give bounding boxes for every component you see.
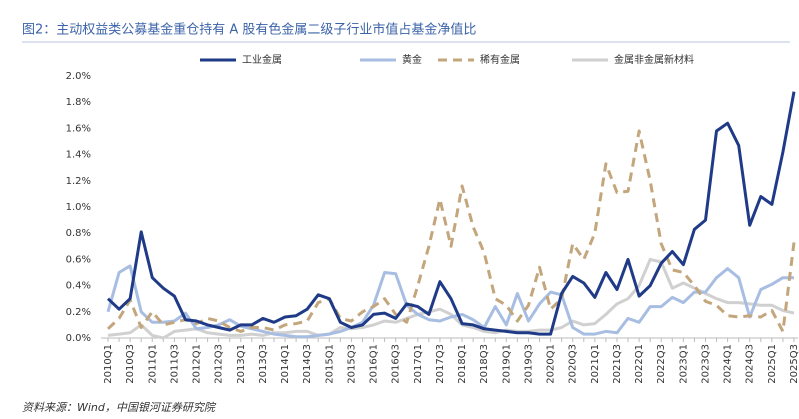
y-tick-label: 0.0% — [66, 333, 91, 344]
x-tick-label: 2022Q1 — [634, 344, 645, 384]
x-tick-label: 2023Q1 — [678, 344, 689, 384]
x-tick-label: 2015Q3 — [346, 344, 357, 384]
series-line — [106, 129, 796, 333]
y-tick-label: 0.6% — [66, 254, 91, 265]
x-tick-label: 2010Q1 — [103, 344, 114, 384]
y-tick-label: 1.0% — [66, 202, 91, 213]
x-tick-label: 2016Q1 — [369, 344, 380, 384]
x-tick-label: 2024Q1 — [723, 344, 734, 384]
x-tick-label: 2021Q3 — [612, 344, 623, 384]
x-tick-label: 2015Q1 — [324, 344, 335, 384]
chart-title: 图2：主动权益类公募基金重仓持有 A 股有色金属二级子行业市值占基金净值比 — [22, 22, 476, 38]
y-tick-label: 1.6% — [66, 123, 91, 134]
y-tick-label: 0.4% — [66, 281, 91, 292]
series-line — [107, 257, 795, 340]
x-tick-label: 2014Q1 — [280, 344, 291, 384]
series-line — [106, 264, 794, 339]
x-tick-label: 2013Q3 — [258, 344, 269, 384]
y-tick-label: 1.2% — [66, 176, 91, 187]
x-tick-label: 2017Q3 — [435, 344, 446, 384]
x-tick-label: 2020Q1 — [546, 344, 557, 384]
x-tick-label: 2012Q1 — [192, 344, 203, 384]
x-tick-label: 2013Q1 — [236, 344, 247, 384]
x-tick-label: 2019Q1 — [501, 344, 512, 384]
x-tick-label: 2022Q3 — [656, 344, 667, 384]
x-tick-label: 2019Q3 — [523, 344, 534, 384]
x-tick-label: 2021Q1 — [590, 344, 601, 384]
y-tick-label: 1.4% — [66, 150, 91, 161]
x-tick-label: 2020Q3 — [568, 344, 579, 384]
y-tick-label: 1.8% — [66, 97, 91, 108]
y-tick-label: 0.8% — [66, 228, 91, 239]
x-tick-label: 2025Q1 — [767, 344, 778, 384]
legend-label: 金属非金属新材料 — [614, 53, 694, 66]
x-tick-label: 2010Q3 — [125, 344, 136, 384]
x-tick-label: 2017Q1 — [413, 344, 424, 384]
x-tick-label: 2011Q3 — [169, 344, 180, 384]
x-tick-label: 2014Q3 — [302, 344, 313, 384]
x-tick-label: 2011Q1 — [147, 344, 158, 384]
x-tick-label: 2018Q3 — [479, 344, 490, 384]
legend-label: 工业金属 — [242, 53, 282, 66]
x-tick-label: 2025Q3 — [789, 344, 799, 384]
series-line — [106, 91, 796, 336]
legend-label: 稀有金属 — [480, 53, 520, 66]
x-tick-label: 2023Q3 — [700, 344, 711, 384]
x-tick-label: 2024Q3 — [745, 344, 756, 384]
x-tick-label: 2018Q1 — [457, 344, 468, 384]
legend-label: 黄金 — [402, 53, 422, 66]
x-tick-label: 2016Q3 — [391, 344, 402, 384]
source: 资料来源：Wind，中国银河证券研究院 — [22, 401, 217, 414]
y-tick-label: 2.0% — [66, 71, 91, 82]
x-tick-label: 2012Q3 — [214, 344, 225, 384]
y-tick-label: 0.2% — [66, 307, 91, 318]
